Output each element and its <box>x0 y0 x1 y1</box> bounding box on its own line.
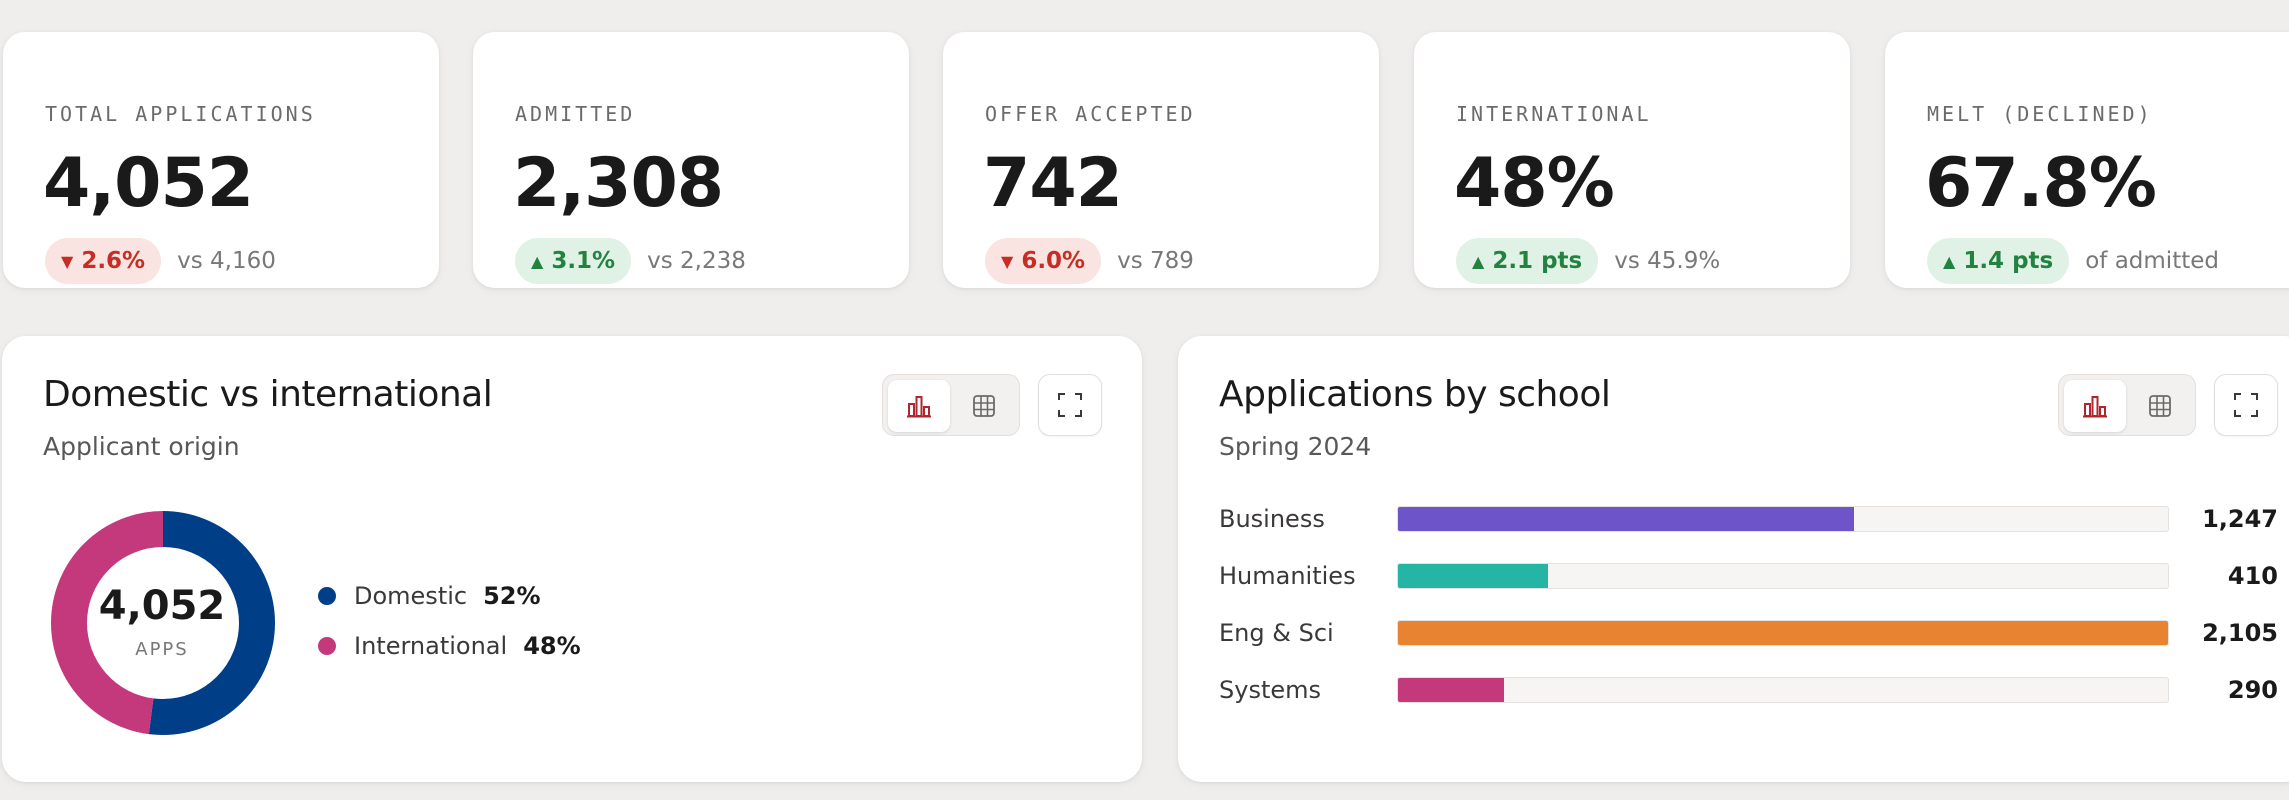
expand-icon <box>2234 393 2258 417</box>
bar-label-business: Business <box>1219 505 1325 533</box>
kpi-label: MELT (DECLINED) <box>1927 102 2153 126</box>
legend-dot-icon <box>318 637 336 655</box>
legend-label: Domestic <box>354 582 468 610</box>
bar-chart-icon <box>907 396 931 418</box>
school-panel-subtitle: Spring 2024 <box>1219 432 1372 461</box>
origin-expand-button[interactable] <box>1038 374 1102 436</box>
origin-view-toggle <box>882 374 1020 436</box>
kpi-value: 67.8% <box>1925 144 2157 223</box>
bar-track-eng-sci <box>1397 620 2169 646</box>
bar-fill-business <box>1398 507 1855 531</box>
table-grid-icon <box>2149 395 2171 417</box>
kpi-card-offer-accepted: OFFER ACCEPTED 742 ▼ 6.0% vs 789 <box>943 32 1379 288</box>
kpi-value: 2,308 <box>513 144 724 223</box>
kpi-value: 4,052 <box>43 144 254 223</box>
donut-center-label: APPS <box>135 639 189 660</box>
bar-value-systems: 290 <box>2227 676 2278 704</box>
bar-label-systems: Systems <box>1219 676 1321 704</box>
kpi-value: 742 <box>983 144 1123 223</box>
kpi-compare: of admitted <box>2085 248 2219 274</box>
delta-value: 6.0% <box>1021 248 1086 274</box>
bar-label-eng-sci: Eng & Sci <box>1219 619 1334 647</box>
delta-badge: ▼ 6.0% <box>985 238 1102 284</box>
school-expand-button[interactable] <box>2214 374 2278 436</box>
delta-badge: ▼ 2.6% <box>45 238 162 284</box>
bar-fill-systems <box>1398 678 1505 702</box>
arrow-up-icon: ▲ <box>1472 251 1485 271</box>
kpi-label: INTERNATIONAL <box>1456 102 1652 126</box>
donut-slice-international <box>51 511 275 735</box>
delta-value: 3.1% <box>551 248 616 274</box>
school-view-toggle <box>2058 374 2196 436</box>
kpi-compare: vs 2,238 <box>647 248 746 274</box>
origin-donut-chart <box>51 511 275 735</box>
kpi-label: ADMITTED <box>515 102 636 126</box>
arrow-down-icon: ▼ <box>1001 251 1014 271</box>
delta-badge: ▲ 1.4 pts <box>1927 238 2070 284</box>
kpi-compare: vs 4,160 <box>177 248 276 274</box>
bar-track-humanities <box>1397 563 2169 589</box>
bar-chart-icon <box>2083 396 2107 418</box>
table-grid-icon <box>973 395 995 417</box>
kpi-compare: vs 789 <box>1117 248 1194 274</box>
delta-value: 2.1 pts <box>1492 248 1583 274</box>
legend-value: 52% <box>483 582 541 610</box>
donut-center-value: 4,052 <box>98 583 226 629</box>
arrow-up-icon: ▲ <box>531 251 544 271</box>
bar-value-business: 1,247 <box>2202 505 2278 533</box>
school-panel-title: Applications by school <box>1219 374 1611 415</box>
legend-item-domestic: Domestic 52% <box>318 582 541 610</box>
legend-item-international: International 48% <box>318 632 581 660</box>
kpi-card-international: INTERNATIONAL 48% ▲ 2.1 pts vs 45.9% <box>1414 32 1850 288</box>
bar-value-humanities: 410 <box>2227 562 2278 590</box>
origin-panel-title: Domestic vs international <box>43 374 493 415</box>
kpi-compare: vs 45.9% <box>1614 248 1721 274</box>
chart-view-button[interactable] <box>888 380 950 432</box>
delta-badge: ▲ 2.1 pts <box>1456 238 1599 284</box>
legend-value: 48% <box>523 632 581 660</box>
table-view-button[interactable] <box>2129 380 2191 432</box>
kpi-label: OFFER ACCEPTED <box>985 102 1196 126</box>
delta-badge: ▲ 3.1% <box>515 238 632 284</box>
expand-icon <box>1058 393 1082 417</box>
delta-value: 1.4 pts <box>1963 248 2054 274</box>
bar-value-eng-sci: 2,105 <box>2202 619 2278 647</box>
kpi-card-admitted: ADMITTED 2,308 ▲ 3.1% vs 2,238 <box>473 32 909 288</box>
table-view-button[interactable] <box>953 380 1015 432</box>
bar-fill-humanities <box>1398 564 1548 588</box>
kpi-card-total-applications: TOTAL APPLICATIONS 4,052 ▼ 2.6% vs 4,160 <box>3 32 439 288</box>
kpi-value: 48% <box>1454 144 1615 223</box>
kpi-card-melt-declined: MELT (DECLINED) 67.8% ▲ 1.4 pts of admit… <box>1885 32 2289 288</box>
bar-track-systems <box>1397 677 2169 703</box>
delta-value: 2.6% <box>81 248 146 274</box>
chart-view-button[interactable] <box>2064 380 2126 432</box>
bar-track-business <box>1397 506 2169 532</box>
bar-fill-eng-sci <box>1398 621 2168 645</box>
origin-panel-subtitle: Applicant origin <box>43 432 240 461</box>
arrow-up-icon: ▲ <box>1943 251 1956 271</box>
bar-label-humanities: Humanities <box>1219 562 1356 590</box>
legend-label: International <box>354 632 508 660</box>
legend-dot-icon <box>318 587 336 605</box>
arrow-down-icon: ▼ <box>61 251 74 271</box>
kpi-label: TOTAL APPLICATIONS <box>45 102 316 126</box>
